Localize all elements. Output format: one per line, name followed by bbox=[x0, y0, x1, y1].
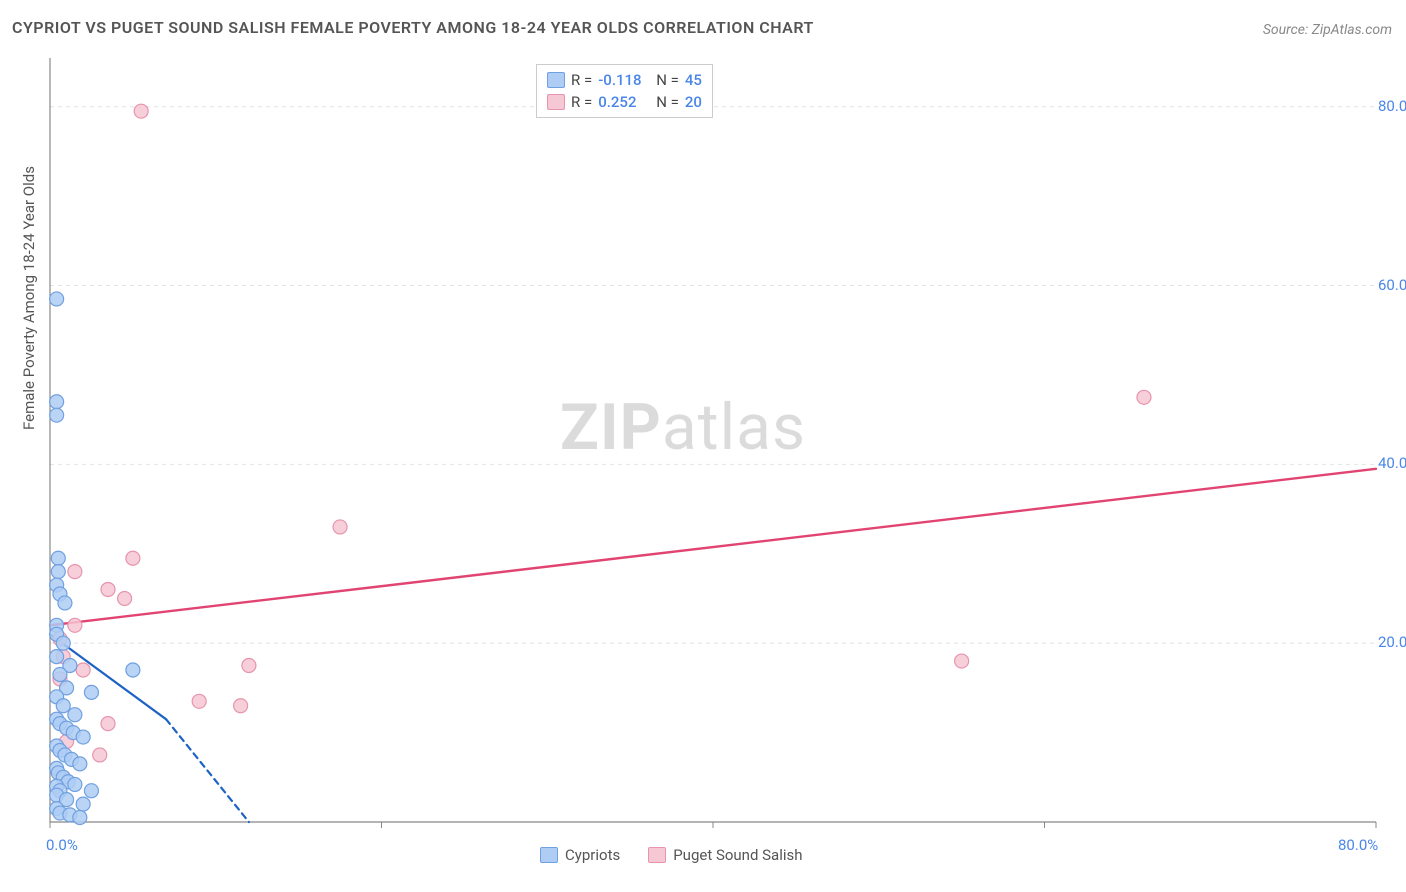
legend-row-puget: R = 0.252 N = 20 bbox=[547, 91, 702, 113]
y-axis-label: Female Poverty Among 18-24 Year Olds bbox=[20, 166, 38, 430]
r-label: R = bbox=[571, 93, 592, 111]
legend-row-cypriots: R = -0.118 N = 45 bbox=[547, 69, 702, 91]
swatch-cypriots bbox=[547, 72, 565, 88]
r-label: R = bbox=[571, 71, 592, 89]
n-value-cypriots: 45 bbox=[685, 71, 702, 89]
n-value-puget: 20 bbox=[685, 93, 702, 111]
r-value-puget: 0.252 bbox=[598, 93, 650, 111]
tick-label: 60.0% bbox=[1378, 276, 1406, 294]
tick-label: 20.0% bbox=[1378, 633, 1406, 651]
legend-label-cypriots: Cypriots bbox=[565, 846, 620, 864]
swatch-puget bbox=[547, 94, 565, 110]
series-legend: Cypriots Puget Sound Salish bbox=[540, 846, 803, 864]
tick-label: 0.0% bbox=[46, 836, 78, 854]
tick-label: 80.0% bbox=[1378, 97, 1406, 115]
n-label: N = bbox=[656, 71, 679, 89]
legend-label-puget: Puget Sound Salish bbox=[673, 846, 802, 864]
correlation-legend: R = -0.118 N = 45 R = 0.252 N = 20 bbox=[536, 64, 713, 118]
r-value-cypriots: -0.118 bbox=[598, 71, 650, 89]
n-label: N = bbox=[656, 93, 679, 111]
correlation-chart bbox=[0, 0, 1406, 892]
legend-item-puget: Puget Sound Salish bbox=[648, 846, 802, 864]
swatch-puget bbox=[648, 847, 666, 863]
tick-label: 80.0% bbox=[1338, 836, 1378, 854]
tick-label: 40.0% bbox=[1378, 454, 1406, 472]
swatch-cypriots bbox=[540, 847, 558, 863]
legend-item-cypriots: Cypriots bbox=[540, 846, 620, 864]
